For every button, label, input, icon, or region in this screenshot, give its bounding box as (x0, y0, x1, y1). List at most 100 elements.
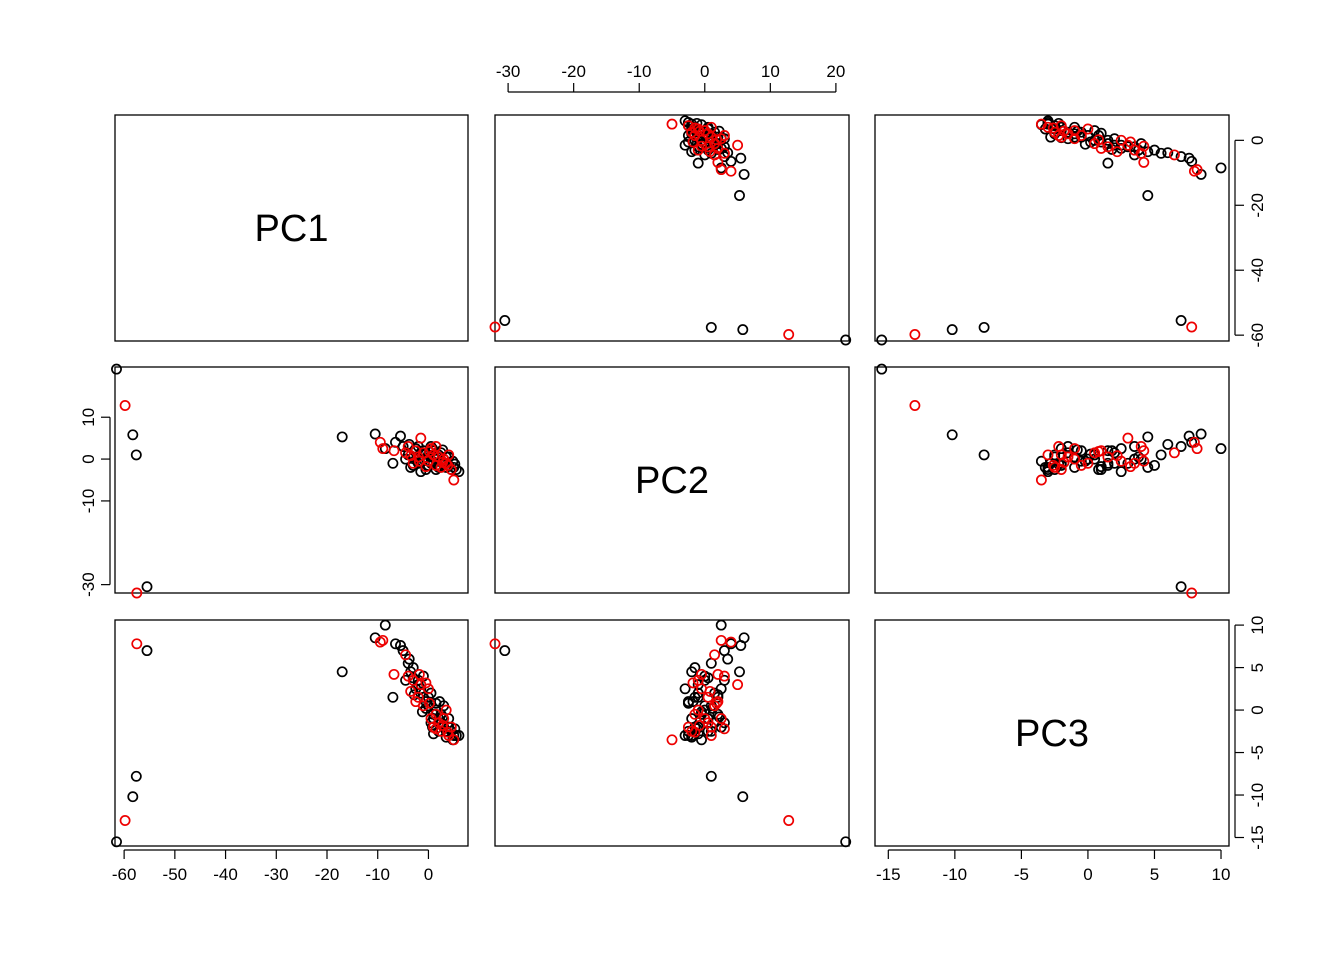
data-point-black (718, 674, 730, 686)
data-point-black (111, 363, 122, 375)
tick-label: 10 (1248, 616, 1267, 635)
data-point-red (1042, 121, 1054, 133)
data-point-red (715, 634, 727, 646)
data-point-red (696, 668, 707, 680)
tick-label: 10 (761, 62, 780, 81)
data-point-black (111, 836, 122, 848)
tick-label: -10 (943, 865, 968, 884)
data-point-red (1125, 461, 1136, 473)
tick-label: 5 (1248, 663, 1267, 672)
data-point-red (783, 329, 795, 340)
data-point-red (666, 118, 678, 130)
data-point-red (1069, 443, 1081, 455)
data-point-red (1138, 156, 1150, 168)
data-point-red (443, 449, 455, 461)
data-point-black (130, 770, 142, 782)
panel-box (114, 114, 469, 342)
data-point-black (696, 734, 707, 746)
data-point-red (1082, 123, 1094, 135)
data-point-red (711, 134, 723, 146)
data-point-red (1111, 146, 1123, 158)
data-point-black (1215, 443, 1227, 455)
data-point-red (424, 446, 435, 457)
data-point-red (448, 474, 460, 486)
tick-label: 20 (826, 62, 845, 81)
data-point-red (405, 450, 417, 462)
tick-label: -40 (1248, 258, 1267, 283)
data-point-black (734, 190, 745, 201)
data-point-red (725, 165, 737, 177)
data-point-black (679, 683, 691, 695)
data-point-red (489, 321, 501, 333)
data-point-black (702, 121, 714, 133)
data-point-black (1155, 147, 1167, 159)
data-point-black (1149, 144, 1160, 156)
data-point-red (1191, 443, 1203, 455)
data-point-red (1035, 118, 1047, 130)
data-point-red (1168, 149, 1180, 161)
tick-label: -20 (315, 865, 340, 884)
data-point-red (711, 697, 723, 709)
tick-label: -30 (79, 572, 98, 597)
data-point-black (876, 334, 888, 346)
data-point-red (715, 133, 727, 145)
data-point-red (1042, 449, 1054, 461)
left-axis-pc2: -30 -10 0 10 (79, 408, 111, 597)
tick-label: -60 (112, 865, 137, 884)
tick-label: -10 (1248, 783, 1267, 808)
axes-layer: -30 -20 -10 0 10 20-60 -50 -40 -30 -20 -10 0 -15 -10-… (79, 62, 1267, 884)
data-point-black (689, 662, 701, 674)
tick-label: -15 (876, 865, 901, 884)
data-point-black (692, 157, 704, 169)
tick-label: -30 (496, 62, 521, 81)
panel-box (874, 114, 1230, 342)
data-point-red (1047, 459, 1059, 471)
data-point-black (840, 836, 852, 848)
data-point-red (1093, 134, 1105, 146)
panel-box (874, 366, 1230, 594)
data-point-red (1053, 441, 1065, 452)
data-point-red (1058, 456, 1070, 468)
tick-label: 10 (79, 408, 98, 427)
data-point-black (1183, 430, 1195, 442)
data-point-red (1168, 447, 1180, 459)
data-point-black (1142, 431, 1154, 443)
data-point-red (1135, 441, 1147, 452)
tick-label: 5 (1150, 865, 1159, 884)
data-point-red (1035, 474, 1047, 486)
data-point-black (1035, 455, 1047, 467)
data-point-black (1075, 445, 1087, 457)
data-point-red (131, 587, 143, 599)
data-point-red (783, 815, 795, 826)
data-point-black (127, 429, 139, 441)
data-point-black (1149, 459, 1160, 471)
data-point-red (405, 685, 417, 697)
data-point-black (715, 619, 727, 631)
panel-box (494, 114, 850, 342)
data-point-red (699, 713, 711, 725)
data-point-red (440, 704, 452, 716)
data-point-red (448, 734, 460, 746)
panel-r2-c3 (874, 363, 1230, 599)
data-point-black (1049, 449, 1061, 461)
data-point-black (1142, 190, 1154, 201)
data-point-red (1111, 450, 1123, 462)
data-point-black (1055, 443, 1067, 455)
panel-box (114, 619, 469, 847)
data-point-red (1125, 136, 1136, 148)
data-point-black (1175, 151, 1187, 163)
data-point-black (1115, 466, 1127, 478)
right-axis-pc3: -15 -10 -5 0 5 10 (1234, 616, 1267, 850)
data-point-black (840, 334, 852, 346)
data-point-red (718, 723, 730, 735)
data-point-black (705, 321, 717, 333)
data-point-red (442, 459, 454, 471)
data-point-black (395, 640, 406, 651)
data-point-red (1186, 321, 1198, 333)
data-point-black (713, 711, 725, 723)
data-point-red (909, 400, 921, 411)
right-axis-pc1: -60 -40 -20 0 (1234, 136, 1267, 347)
data-point-red (725, 636, 737, 648)
data-point-red (1186, 587, 1198, 599)
